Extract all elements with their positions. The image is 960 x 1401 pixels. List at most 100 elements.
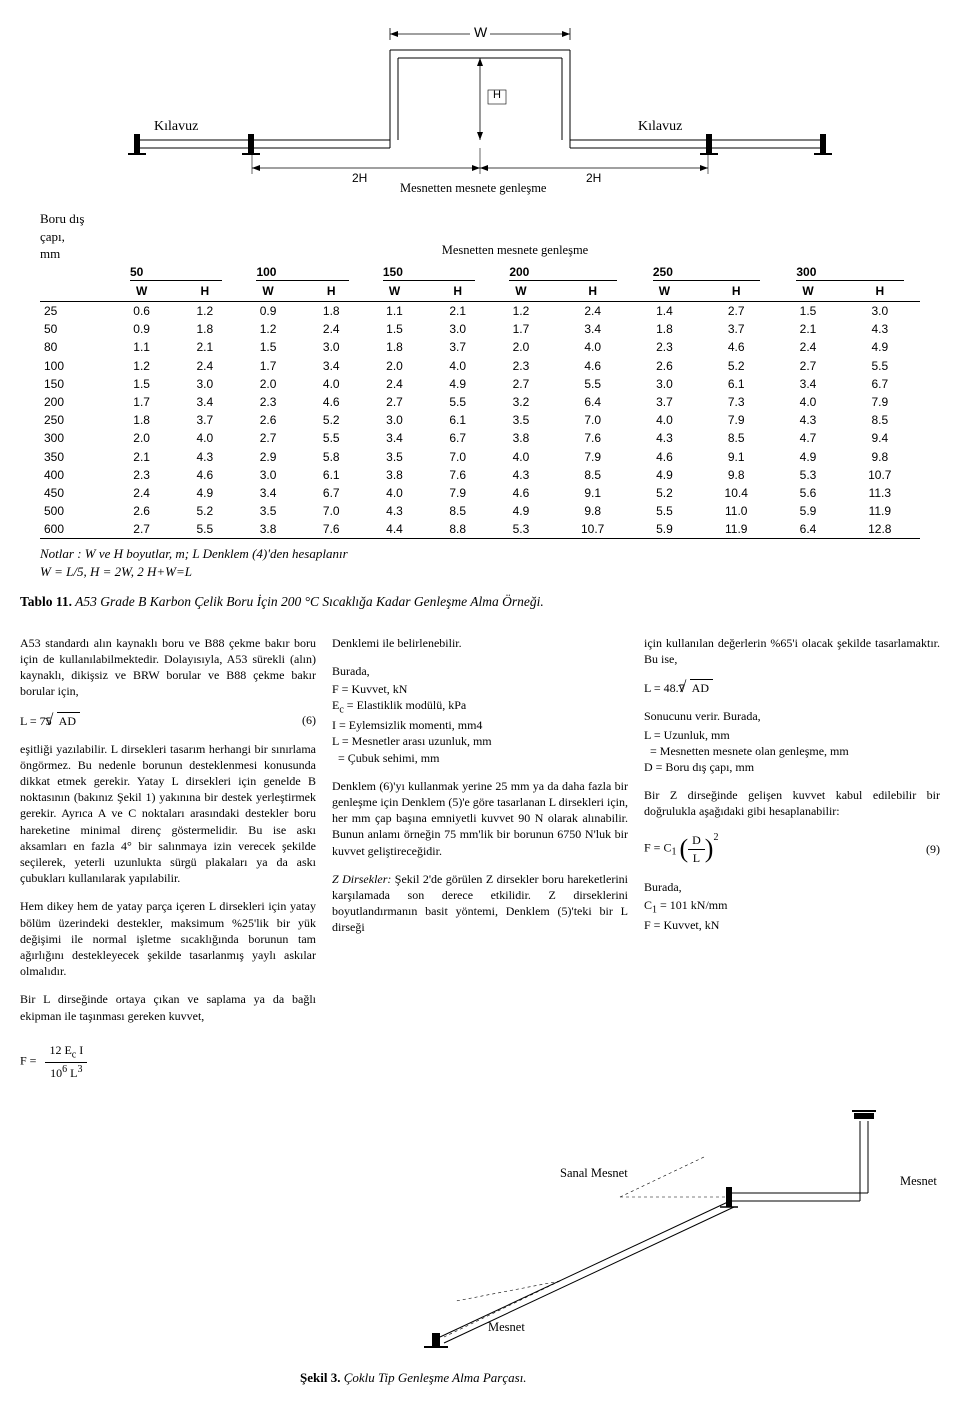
table-body: 250.61.20.91.81.12.11.22.41.42.71.53.050…	[40, 302, 920, 539]
axis-label: Boru dış çapı, mm	[40, 210, 110, 263]
sub-header: W	[363, 282, 426, 302]
eqF-den2: L	[67, 1066, 77, 1080]
group-header: 250	[633, 263, 777, 282]
loop-diagram: Kılavuz Kılavuz W H 2H 2H Mesnetten mesn…	[100, 20, 860, 200]
sub-header: H	[300, 282, 363, 302]
c3-p1: için kullanılan değerlerin %65'i olacak …	[644, 635, 940, 667]
eq9-num: D	[688, 832, 705, 849]
table-row: 6002.75.53.87.64.48.85.310.75.911.96.412…	[40, 520, 920, 539]
c1-p4: Bir L dirseğinde ortaya çıkan ve saplama…	[20, 991, 316, 1023]
sub-header: H	[696, 282, 776, 302]
label-kilavuz-right: Kılavuz	[638, 118, 682, 137]
c2-l3: I = Eylemsizlik momenti, mm4	[332, 717, 628, 733]
expansion-table: 50100150200250300 WHWHWHWHWHWH 250.61.20…	[40, 263, 920, 540]
c3-l2: = Mesnetten mesnete olan genleşme, mm	[644, 743, 940, 759]
fig3-mesnet-bottom: Mesnet	[488, 1319, 525, 1336]
group-header-row: 50100150200250300	[40, 263, 920, 282]
eq-c3: L = 48.7 AD	[644, 679, 940, 696]
fig3-sanal-label: Sanal Mesnet	[560, 1165, 628, 1182]
label-kilavuz-left: Kılavuz	[154, 118, 198, 137]
c2-p2: Burada,	[332, 663, 628, 679]
caption-bold: Tablo 11.	[20, 594, 72, 609]
notes-line2: W = L/5, H = 2W, 2 H+W=L	[40, 563, 920, 581]
eqF-num: 12 E	[49, 1043, 71, 1057]
table-row: 500.91.81.22.41.53.01.73.41.83.72.14.3	[40, 320, 920, 338]
table-row: 4502.44.93.46.74.07.94.69.15.210.45.611.…	[40, 484, 920, 502]
c2-p1: Denklemi ile belirlenebilir.	[332, 635, 628, 651]
eq-6: L = 75 AD (6)	[20, 712, 316, 729]
table-row: 4002.34.63.06.13.87.64.38.54.99.85.310.7	[40, 466, 920, 484]
eqF-num2: I	[76, 1043, 83, 1057]
label-mesnet-caption: Mesnetten mesnete genleşme	[400, 180, 546, 197]
group-header: 200	[489, 263, 633, 282]
group-header: 300	[776, 263, 920, 282]
c1-p3: Hem dikey hem de yatay parça içeren L di…	[20, 898, 316, 979]
eq6-num: (6)	[302, 712, 316, 728]
table-row: 2001.73.42.34.62.75.53.26.43.77.34.07.9	[40, 393, 920, 411]
eq9-sub: 1	[671, 847, 676, 858]
table-row: 3502.14.32.95.83.57.04.07.94.69.14.99.8	[40, 448, 920, 466]
body-col-2: Denklemi ile belirlenebilir. Burada, F =…	[332, 623, 628, 1081]
label-2h-left: 2H	[352, 170, 367, 186]
group-header: 150	[363, 263, 489, 282]
sub-header: H	[553, 282, 633, 302]
sub-header-row: WHWHWHWHWHWH	[40, 282, 920, 302]
c3-p3: Bir Z dirseğinde gelişen kuvvet kabul ed…	[644, 787, 940, 819]
table-row: 3002.04.02.75.53.46.73.87.64.38.54.79.4	[40, 429, 920, 447]
sub-header: W	[236, 282, 299, 302]
c2-p3: Denklem (6)'yı kullanmak yerine 25 mm ya…	[332, 778, 628, 859]
c3-p4: Burada,	[644, 879, 940, 895]
caption-rest: A53 Grade B Karbon Çelik Boru İçin 200 °…	[72, 594, 544, 609]
fig3-svg	[300, 1101, 940, 1361]
sub-header: H	[173, 282, 236, 302]
eqF-den2sup: 3	[78, 1064, 83, 1075]
c1-p1: A53 standardı alın kaynaklı boru ve B88 …	[20, 635, 316, 700]
eqc3-rad: AD	[690, 679, 713, 696]
axis-line1: Boru dış	[40, 210, 110, 228]
eq-F: F = 12 Ec I 106 L3	[20, 1042, 316, 1081]
eq9-sup: 2	[713, 832, 718, 843]
table-notes: Notlar : W ve H boyutlar, m; L Denklem (…	[40, 545, 920, 580]
label-2h-right: 2H	[586, 170, 601, 186]
eq6-rad: AD	[57, 712, 80, 729]
table-row: 1501.53.02.04.02.44.92.75.53.06.13.46.7	[40, 375, 920, 393]
eqF-den: 10	[50, 1066, 62, 1080]
sub-header: H	[426, 282, 489, 302]
table-row: 5002.65.23.57.04.38.54.99.85.511.05.911.…	[40, 502, 920, 520]
table-caption: Tablo 11. A53 Grade B Karbon Çelik Boru …	[20, 593, 940, 611]
fig3-cap-bold: Şekil 3.	[300, 1370, 340, 1385]
eqF-lhs: F =	[20, 1053, 36, 1067]
sub-header: W	[110, 282, 173, 302]
c2-l5: = Çubuk sehimi, mm	[332, 750, 628, 766]
label-W: W	[474, 23, 487, 42]
c3-p2: Sonucunu verir. Burada,	[644, 708, 940, 724]
sub-header: W	[633, 282, 696, 302]
c2-p4: Z Dirsekler: Şekil 2'de görülen Z dirsek…	[332, 871, 628, 936]
c2-l2: Ec = Elastiklik modülü, kPa	[332, 697, 628, 717]
eq9-lhs: F = C	[644, 841, 671, 855]
notes-line1: Notlar : W ve H boyutlar, m; L Denklem (…	[40, 545, 920, 563]
axis-line2: çapı,	[40, 228, 110, 246]
table-row: 250.61.20.91.81.12.11.22.41.42.71.53.0	[40, 302, 920, 321]
c1-p2: eşitliği yazılabilir. L dirsekleri tasar…	[20, 741, 316, 887]
body-col-3: için kullanılan değerlerin %65'i olacak …	[644, 623, 940, 1081]
sub-header: W	[776, 282, 839, 302]
sub-header: H	[840, 282, 920, 302]
figure-3: Sanal Mesnet Mesnet Mesnet Şekil 3. Çokl…	[20, 1101, 940, 1381]
eq9-numlabel: (9)	[926, 841, 940, 857]
c2-l1: F = Kuvvet, kN	[332, 681, 628, 697]
table-row: 801.12.11.53.01.83.72.04.02.34.62.44.9	[40, 338, 920, 356]
body-col-1: A53 standardı alın kaynaklı boru ve B88 …	[20, 623, 316, 1081]
c3-l1: L = Uzunluk, mm	[644, 727, 940, 743]
table-row: 1001.22.41.73.42.04.02.34.62.65.22.75.5	[40, 357, 920, 375]
label-H: H	[493, 88, 501, 103]
fig3-caption: Şekil 3. Çoklu Tip Genleşme Alma Parçası…	[300, 1369, 527, 1387]
c3-l5: F = Kuvvet, kN	[644, 917, 940, 933]
axis-line3: mm	[40, 245, 110, 263]
c3-l4: C1 = 101 kN/mm	[644, 897, 940, 917]
group-header: 100	[236, 263, 362, 282]
sub-header: W	[489, 282, 552, 302]
loop-svg	[100, 20, 860, 190]
fig3-mesnet-right: Mesnet	[900, 1173, 937, 1190]
group-header: 50	[110, 263, 236, 282]
